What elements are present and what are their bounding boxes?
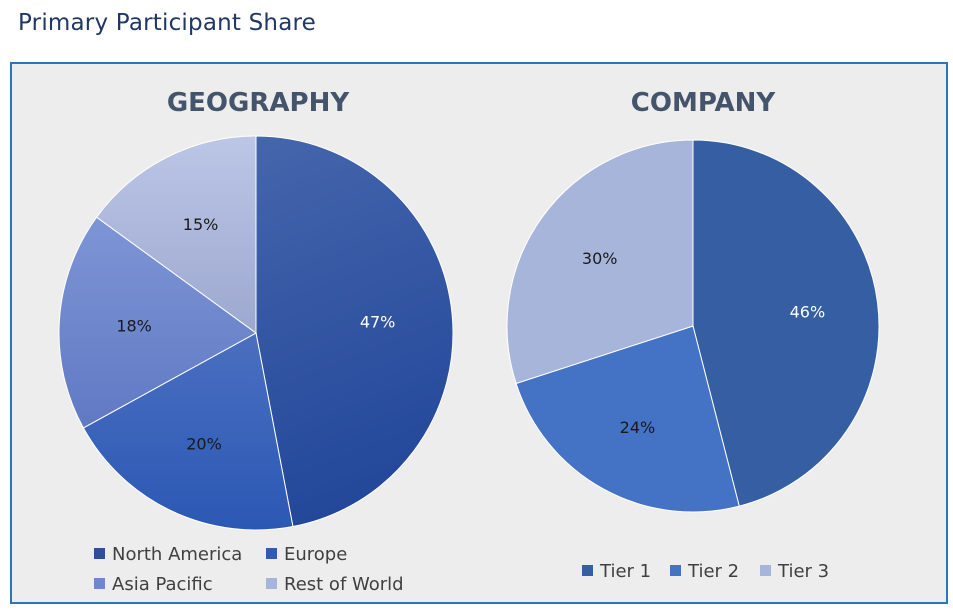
slice-label-asia-pacific: 18% — [116, 316, 152, 335]
slice-label-tier-1: 46% — [790, 303, 826, 322]
chart-title: GEOGRAPHY — [167, 88, 351, 118]
pie-slice-tier-2 — [515, 325, 740, 513]
chart-title: COMPANY — [631, 88, 777, 118]
pie-slice-tier-1 — [692, 139, 880, 507]
legend-swatch-asia-pacific — [94, 578, 105, 589]
slice-label-rest-of-world: 15% — [183, 215, 219, 234]
legend-swatch-north-america — [94, 548, 105, 559]
legend-label-tier-2: Tier 2 — [687, 561, 739, 582]
pie-slice-europe — [82, 332, 294, 531]
slice-label-north-america: 47% — [360, 313, 396, 332]
legend-swatch-tier-1 — [582, 565, 593, 576]
legend-label-tier-3: Tier 3 — [777, 561, 829, 582]
legend-label-rest-of-world: Rest of World — [284, 574, 404, 595]
pie-slice-north-america — [255, 135, 454, 528]
slice-labels: 47% 20% 18% 15% — [116, 215, 395, 453]
legend-swatch-rest-of-world — [266, 578, 277, 589]
slice-labels: 46% 24% 30% — [582, 249, 825, 437]
slice-label-tier-2: 24% — [620, 418, 656, 437]
page-title: Primary Participant Share — [18, 10, 316, 36]
slices — [58, 135, 454, 531]
legend-label-asia-pacific: Asia Pacific — [112, 574, 213, 595]
legend-swatch-tier-3 — [760, 565, 771, 576]
legend: North America Europe Asia Pacific Rest of W… — [94, 544, 404, 595]
company-chart: COMPANY 46% 24% 30% Tier 1 Tier 2 Tier 3 — [506, 88, 880, 582]
legend-label-north-america: North America — [112, 544, 242, 565]
legend-label-europe: Europe — [284, 544, 347, 565]
slices — [506, 139, 880, 513]
pie-slice-rest-of-world — [95, 135, 257, 334]
legend: Tier 1 Tier 2 Tier 3 — [582, 561, 829, 582]
geography-chart: GEOGRAPHY 47% 20% 18% 15% North America Euro… — [58, 88, 454, 595]
legend-swatch-europe — [266, 548, 277, 559]
legend-label-tier-1: Tier 1 — [599, 561, 651, 582]
pie-slice-tier-3 — [506, 139, 694, 385]
slice-label-tier-3: 30% — [582, 249, 618, 268]
slice-label-europe: 20% — [186, 435, 222, 454]
legend-swatch-tier-2 — [670, 565, 681, 576]
pie-slice-asia-pacific — [58, 216, 257, 429]
